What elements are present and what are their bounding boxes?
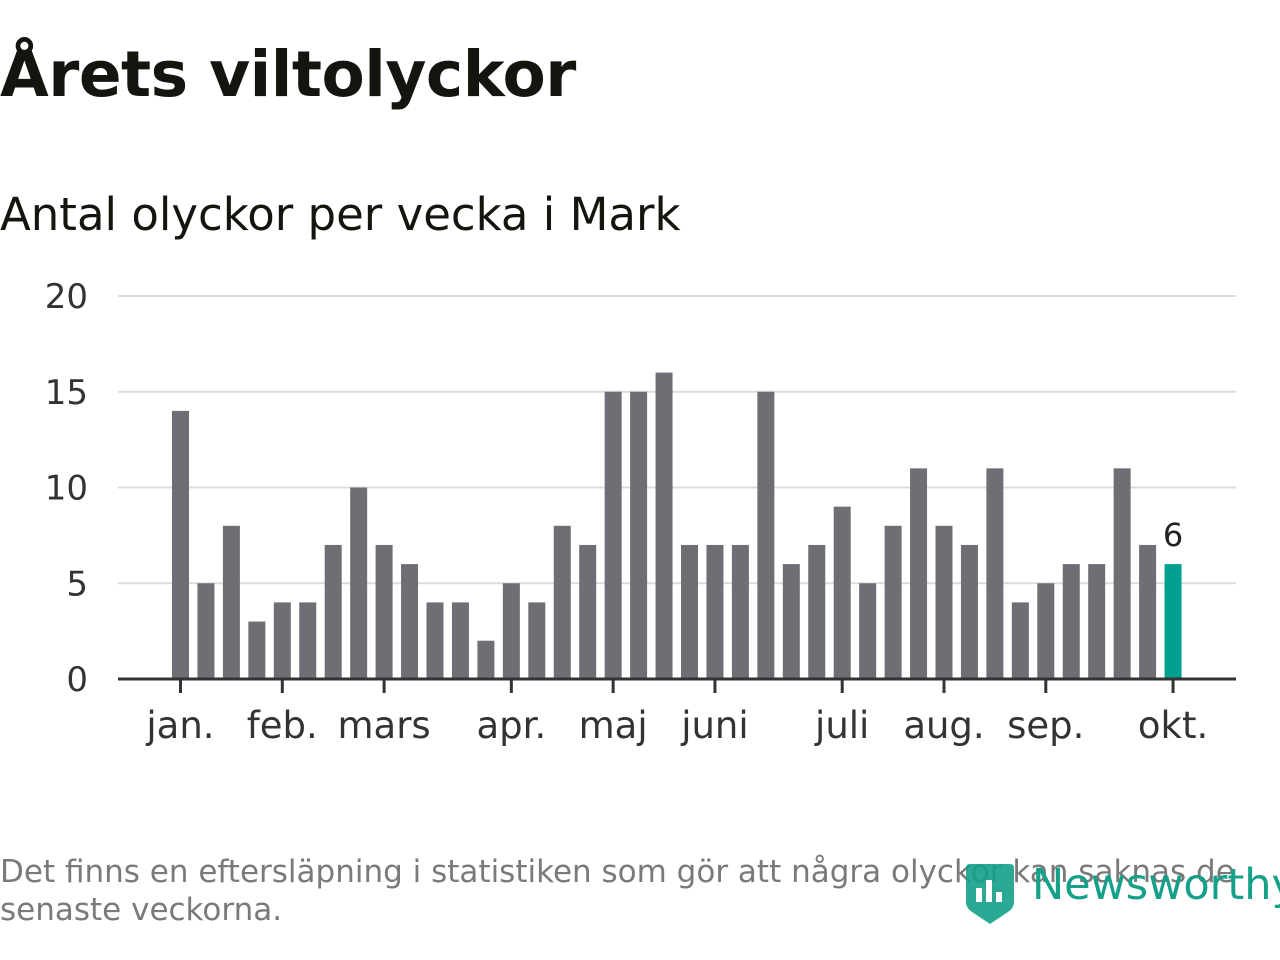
x-tick-label: feb. — [247, 704, 318, 747]
bar — [655, 372, 673, 679]
bar — [1088, 564, 1106, 679]
bar — [706, 544, 724, 679]
bar — [324, 544, 342, 679]
bar — [782, 564, 800, 679]
brand-name: Newsworthy — [1032, 860, 1280, 910]
y-tick-label: 5 — [66, 564, 88, 604]
bar — [553, 525, 571, 679]
x-tick-label: okt. — [1138, 704, 1208, 747]
bar — [579, 544, 597, 679]
bar — [451, 602, 469, 679]
bar — [477, 640, 495, 679]
bar — [248, 621, 266, 679]
bar — [960, 544, 978, 679]
x-tick-label: mars — [337, 704, 430, 747]
x-tick-label: jan. — [145, 704, 214, 747]
bar — [401, 564, 419, 679]
bar — [350, 487, 368, 679]
bar — [910, 468, 928, 679]
x-tick-label: sep. — [1007, 704, 1084, 747]
bar — [502, 583, 520, 679]
bar-highlight — [1164, 564, 1182, 679]
x-tick-label: aug. — [903, 704, 984, 747]
bar — [1011, 602, 1029, 679]
bar — [172, 410, 189, 679]
bar — [986, 468, 1004, 679]
y-axis-tick-labels: 0 5 10 15 20 — [45, 277, 88, 700]
x-tick-label: juni — [680, 704, 748, 747]
chart-subtitle: Antal olyckor per vecka i Mark — [0, 188, 681, 241]
y-tick-label: 10 — [45, 469, 88, 509]
bar — [1113, 468, 1131, 679]
bar — [731, 544, 749, 679]
grid-lines — [118, 295, 1236, 585]
bar — [222, 525, 240, 679]
data-label-last: 6 — [1163, 516, 1183, 554]
bar — [808, 544, 826, 679]
bar — [630, 391, 648, 679]
bar — [299, 602, 317, 679]
x-axis-ticks: jan. feb. mars apr. maj juni juli aug. sep. okt. — [145, 679, 1208, 747]
y-tick-label: 15 — [45, 373, 88, 413]
bar — [681, 544, 698, 679]
bar — [604, 391, 622, 679]
y-tick-label: 0 — [66, 660, 88, 700]
bar — [273, 602, 291, 679]
footnote: Det finns en eftersläpning i statistiken… — [0, 854, 1235, 928]
newsworthy-logo[interactable]: Newsworthy — [962, 858, 1280, 930]
bar — [833, 506, 851, 679]
y-tick-label: 20 — [45, 277, 88, 317]
x-tick-label: juli — [814, 704, 869, 747]
bar — [426, 602, 444, 679]
x-tick-label: maj — [579, 704, 648, 747]
bar — [1139, 544, 1157, 679]
data-labels: 6 — [1163, 516, 1183, 554]
chart-title: Årets viltolyckor — [0, 38, 576, 111]
bar — [528, 602, 546, 679]
bar — [757, 391, 775, 679]
bar — [859, 583, 877, 679]
bar-chart: 0 5 10 15 20 jan. feb. mars apr. maj juni juli aug.… — [45, 277, 1236, 747]
x-tick-label: apr. — [476, 704, 546, 747]
bar — [1062, 564, 1080, 679]
bar — [935, 525, 953, 679]
newsworthy-logo-icon — [966, 864, 1014, 924]
bar — [197, 583, 215, 679]
bars — [172, 372, 1182, 679]
bar — [1037, 583, 1055, 679]
bar — [884, 525, 902, 679]
bar — [375, 544, 393, 679]
